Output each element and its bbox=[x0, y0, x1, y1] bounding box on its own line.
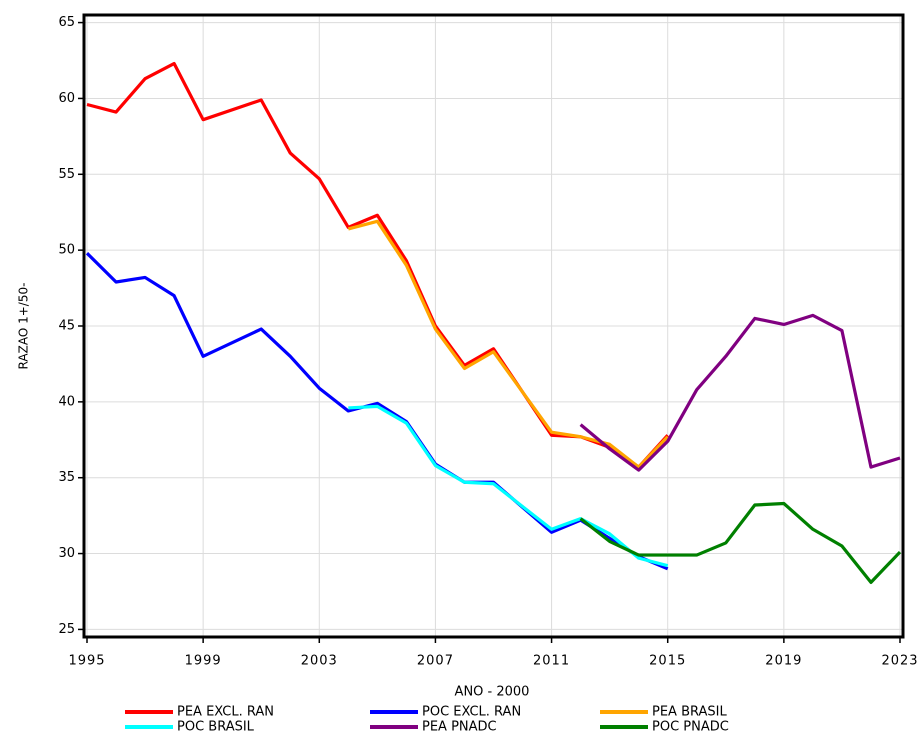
data-line bbox=[579, 501, 902, 584]
y-tick-label: 60 bbox=[58, 91, 75, 106]
y-tick-label: 35 bbox=[58, 470, 75, 485]
legend-label: POC PNADC bbox=[652, 720, 729, 735]
x-tick-label: 1995 bbox=[68, 654, 105, 669]
legend-label: PEA PNADC bbox=[422, 720, 497, 735]
x-tick-label: 1999 bbox=[185, 654, 222, 669]
data-line bbox=[348, 404, 669, 568]
plot-frame bbox=[82, 13, 905, 639]
y-axis-label: RAZAO 1+/50- bbox=[17, 283, 31, 370]
y-tick-label: 50 bbox=[58, 243, 75, 258]
x-tick-label: 2015 bbox=[649, 654, 686, 669]
x-tick-label: 2007 bbox=[417, 654, 454, 669]
legend-label: PEA EXCL. RAN bbox=[177, 705, 274, 720]
y-tick-label: 30 bbox=[58, 546, 75, 561]
legend-label: PEA BRASIL bbox=[652, 705, 727, 720]
x-tick-label: 2011 bbox=[533, 654, 570, 669]
y-tick-label: 45 bbox=[58, 319, 75, 334]
x-axis-label: ANO - 2000 bbox=[455, 685, 530, 700]
legend-label: POC EXCL. RAN bbox=[422, 705, 521, 720]
x-tick-label: 2023 bbox=[881, 654, 918, 669]
y-tick-label: 40 bbox=[58, 394, 75, 409]
legend-label: POC BRASIL bbox=[177, 720, 255, 735]
data-line bbox=[579, 313, 901, 472]
y-tick-label: 55 bbox=[58, 167, 75, 182]
data-line bbox=[85, 252, 669, 571]
y-tick-label: 25 bbox=[58, 622, 75, 637]
y-tick-label: 65 bbox=[58, 15, 75, 30]
x-tick-label: 2003 bbox=[301, 654, 338, 669]
data-line bbox=[347, 219, 669, 469]
x-tick-label: 2019 bbox=[765, 654, 802, 669]
